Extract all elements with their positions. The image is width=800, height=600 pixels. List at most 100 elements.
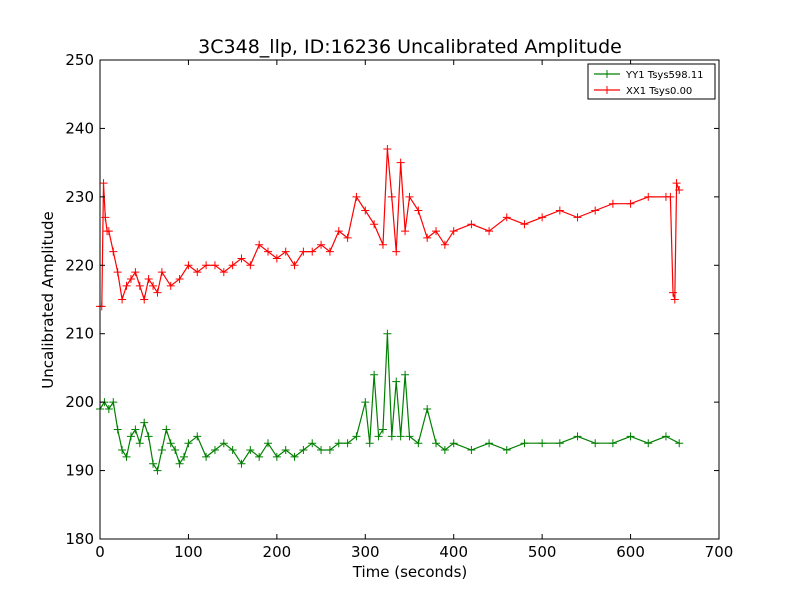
data-point <box>370 220 379 229</box>
x-tick-label: 200 <box>263 543 292 561</box>
y-tick-label: 220 <box>65 256 94 274</box>
x-axis-label: Time (seconds) <box>352 563 468 581</box>
data-point <box>396 158 405 167</box>
x-tick-label: 600 <box>616 543 645 561</box>
data-point <box>272 254 281 263</box>
data-point <box>308 439 317 448</box>
data-point <box>281 446 290 455</box>
x-tick-label: 500 <box>528 543 557 561</box>
data-point <box>131 268 140 277</box>
data-point <box>255 240 264 249</box>
data-point <box>157 268 166 277</box>
data-point <box>520 439 529 448</box>
data-point <box>299 247 308 256</box>
y-tick-label: 200 <box>65 393 94 411</box>
data-point <box>153 466 162 475</box>
data-point <box>264 439 273 448</box>
data-point <box>171 446 180 455</box>
data-point <box>202 452 211 461</box>
data-point <box>334 227 343 236</box>
data-point <box>591 206 600 215</box>
y-tick-label: 190 <box>65 462 94 480</box>
data-point <box>573 432 582 441</box>
data-point <box>520 220 529 229</box>
data-point <box>126 432 135 441</box>
data-point <box>264 247 273 256</box>
data-point <box>361 398 370 407</box>
data-point <box>228 446 237 455</box>
data-point <box>202 261 211 270</box>
data-point <box>423 233 432 242</box>
data-point <box>193 268 202 277</box>
data-point <box>246 446 255 455</box>
data-point <box>299 446 308 455</box>
data-point <box>193 432 202 441</box>
chart-title: 3C348_llp, ID:16236 Uncalibrated Amplitu… <box>198 36 622 58</box>
legend-marker-0 <box>603 70 611 78</box>
data-point <box>118 446 127 455</box>
x-tick-label: 0 <box>95 543 105 561</box>
data-point <box>180 452 189 461</box>
series-1 <box>96 144 684 311</box>
data-point <box>361 206 370 215</box>
data-point <box>113 268 122 277</box>
data-point <box>396 432 405 441</box>
data-point <box>405 432 414 441</box>
data-point <box>99 179 108 188</box>
data-point <box>352 432 361 441</box>
data-point <box>555 206 564 215</box>
x-tick-label: 700 <box>705 543 734 561</box>
data-point <box>555 439 564 448</box>
data-point <box>343 439 352 448</box>
data-point <box>166 439 175 448</box>
data-point <box>538 213 547 222</box>
data-point <box>144 432 153 441</box>
series-layer <box>96 144 684 475</box>
data-point <box>608 199 617 208</box>
data-point <box>467 446 476 455</box>
data-point <box>104 404 113 413</box>
data-point <box>432 439 441 448</box>
data-point <box>237 254 246 263</box>
data-point <box>135 281 144 290</box>
y-axis-label: Uncalibrated Amplitude <box>39 211 57 388</box>
data-point <box>149 281 158 290</box>
plot-frame <box>99 59 720 540</box>
data-point <box>104 227 113 236</box>
data-point <box>401 227 410 236</box>
data-point <box>325 446 334 455</box>
data-point <box>502 446 511 455</box>
data-point <box>219 439 228 448</box>
data-point <box>392 247 401 256</box>
data-point <box>414 206 423 215</box>
data-point <box>101 213 110 222</box>
data-point <box>135 439 144 448</box>
data-point <box>140 295 149 304</box>
data-point <box>608 439 617 448</box>
data-point <box>387 432 396 441</box>
data-point <box>162 425 171 434</box>
data-point <box>383 329 392 338</box>
data-point <box>401 370 410 379</box>
data-point <box>672 179 681 188</box>
legend-label-0: YY1 Tsys598.11 <box>625 70 704 81</box>
y-tick-label: 180 <box>65 530 94 548</box>
data-point <box>246 261 255 270</box>
y-tick-label: 210 <box>65 325 94 343</box>
x-tick-label: 300 <box>351 543 380 561</box>
y-tick-label: 230 <box>65 188 94 206</box>
data-point <box>675 186 684 195</box>
data-point <box>378 240 387 249</box>
data-point <box>255 452 264 461</box>
data-point <box>166 281 175 290</box>
data-point <box>175 459 184 468</box>
data-point <box>122 452 131 461</box>
data-point <box>467 220 476 229</box>
data-point <box>392 377 401 386</box>
data-point <box>449 439 458 448</box>
data-point <box>228 261 237 270</box>
data-point <box>670 295 679 304</box>
data-point <box>144 274 153 283</box>
data-point <box>440 240 449 249</box>
data-point <box>210 261 219 270</box>
